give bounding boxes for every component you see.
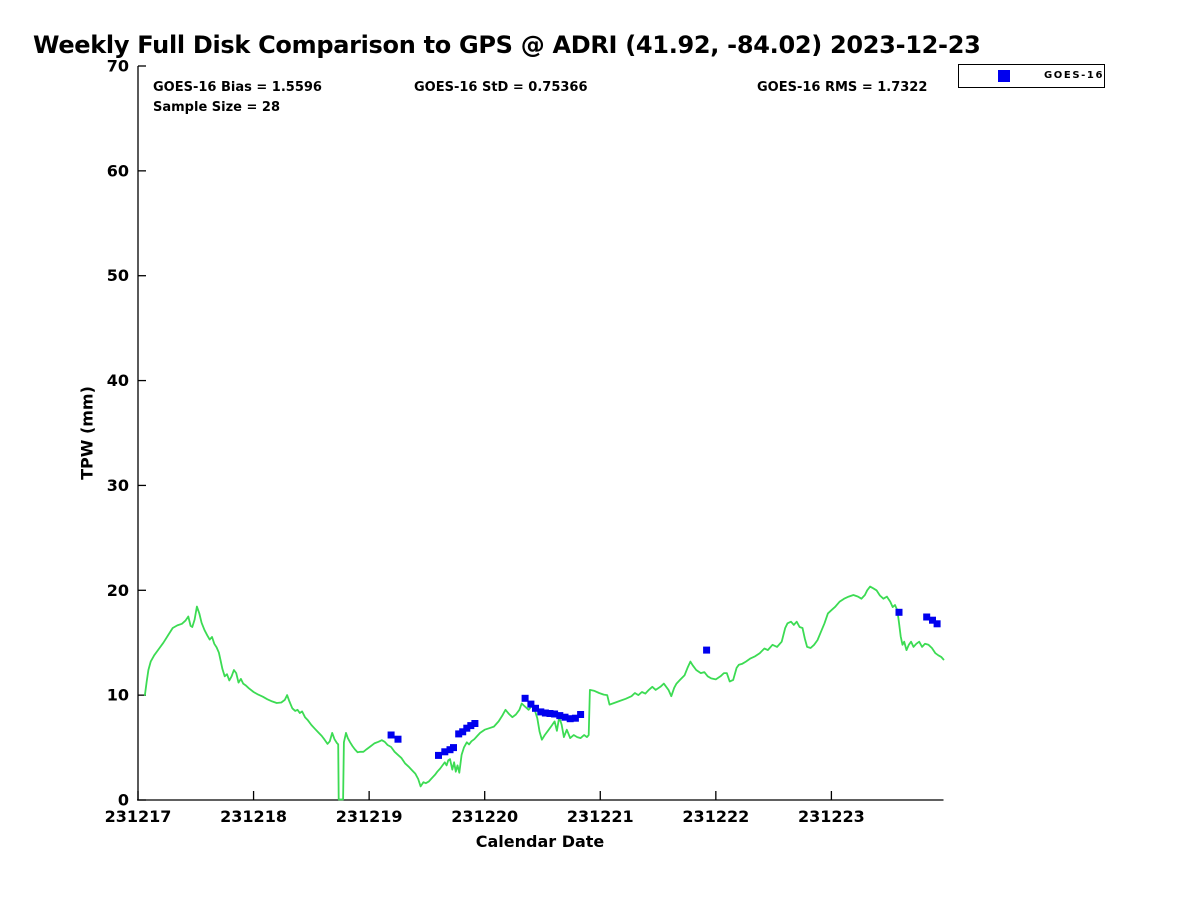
x-tick-label: 231218 (220, 807, 287, 826)
goes16-marker (387, 731, 395, 739)
x-tick-label: 231219 (336, 807, 403, 826)
goes16-marker (463, 724, 471, 732)
y-tick-label: 70 (107, 57, 129, 76)
goes16-marker (551, 710, 559, 718)
goes16-marker (521, 694, 529, 702)
goes16-marker (435, 751, 442, 759)
goes16-marker (577, 711, 585, 718)
goes16-marker (895, 608, 903, 616)
legend-label-goes16: GOES-16 (1044, 70, 1105, 81)
goes16-marker (541, 709, 549, 717)
y-tick-label: 10 (107, 686, 129, 705)
stat-std: GOES-16 StD = 0.75366 (414, 80, 588, 95)
goes16-marker (703, 646, 711, 654)
x-tick-label: 231223 (798, 807, 865, 826)
stat-rms: GOES-16 RMS = 1.7322 (757, 80, 928, 95)
stat-bias: GOES-16 Bias = 1.5596 (153, 80, 322, 95)
y-tick-label: 40 (107, 371, 129, 390)
y-tick-label: 50 (107, 266, 129, 285)
goes16-marker (546, 710, 554, 717)
x-axis-label: Calendar Date (475, 832, 605, 851)
x-tick-label: 231222 (682, 807, 749, 826)
goes16-marker (455, 730, 463, 738)
goes16-marker (467, 722, 475, 730)
stat-sample-size: Sample Size = 28 (153, 100, 281, 115)
chart-title: Weekly Full Disk Comparison to GPS @ ADR… (33, 31, 981, 59)
goes16-marker (532, 704, 539, 712)
goes16-marker (566, 715, 574, 723)
goes16-marker (923, 613, 931, 621)
legend: GOES-16 (958, 64, 1105, 88)
legend-square-marker-icon (998, 70, 1010, 82)
x-tick-label: 231221 (567, 807, 634, 826)
y-tick-label: 60 (107, 161, 129, 180)
goes16-marker (933, 620, 941, 628)
goes16-marker (571, 714, 579, 722)
goes16-marker (556, 712, 564, 720)
y-tick-label: 30 (107, 476, 129, 495)
goes16-marker (537, 708, 545, 716)
y-tick-label: 0 (118, 791, 129, 810)
y-tick-label: 20 (107, 581, 129, 600)
goes16-marker (441, 748, 449, 756)
x-tick-label: 231217 (105, 807, 172, 826)
goes16-marker (561, 713, 569, 721)
goes16-marker (450, 744, 457, 752)
goes16-marker (929, 616, 936, 624)
gps-line (143, 585, 945, 801)
goes16-marker (471, 720, 479, 727)
x-tick-label: 231220 (451, 807, 518, 826)
goes16-marker (459, 728, 467, 736)
goes16-marker (394, 735, 402, 743)
goes16-marker (527, 700, 535, 708)
